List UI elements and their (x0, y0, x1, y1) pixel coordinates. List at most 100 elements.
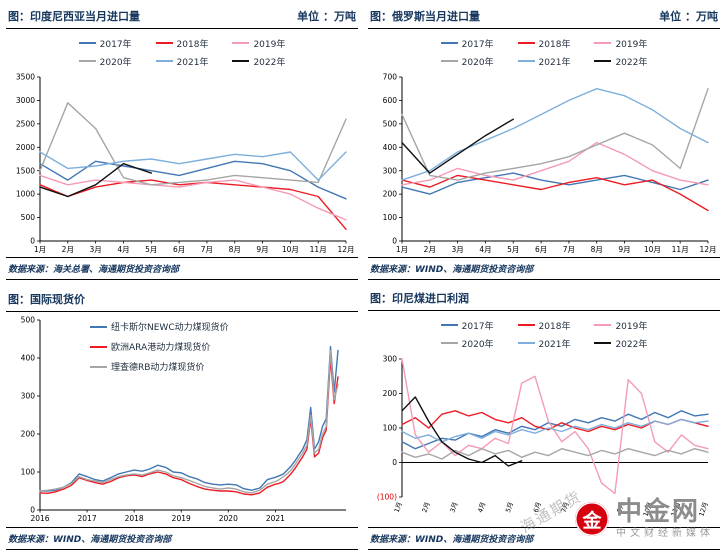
legend-line-swatch (232, 60, 250, 62)
chart-legend: 2017年 2018年 2019年 2020年 2021年 2022年 (419, 311, 669, 351)
y-tick-label: 300 (383, 166, 398, 175)
y-tick-label: 400 (21, 354, 36, 363)
y-tick-label: 200 (383, 389, 398, 398)
legend-label: 2021年 (538, 57, 571, 68)
panel-russia-imports: 图：俄罗斯当月进口量 单位 ：万吨 2017年 2018年 2019年 2020年 20… (368, 4, 720, 280)
legend-item: 纽卡斯尔NEWC动力煤现货价 (90, 320, 229, 333)
legend-label: 理查德RB动力煤现货价 (111, 363, 205, 373)
line-chart: 0 100 200 300 400 500 600 700 1月 2月 3月 4月 5月 6月 7月 8月 9月… (383, 73, 717, 254)
x-tick-label: 2019 (172, 514, 191, 523)
legend-item: 2018年 (155, 37, 208, 50)
y-tick-label: (100) (377, 493, 397, 502)
x-tick-label: 11月 (310, 245, 327, 254)
x-tick-label: 6月 (173, 245, 185, 254)
chart-title: 图：国际现货价 (8, 293, 85, 306)
series-line (401, 172, 709, 195)
series-line (401, 410, 709, 450)
chart-legend: 2017年 2018年 2019年 2020年 2021年 2022年 (57, 29, 307, 69)
legend-label: 2022年 (615, 339, 648, 350)
legend-line-swatch (78, 60, 96, 62)
series-line (401, 118, 515, 174)
chart-area: 0 100 200 300 400 500 600 700 1月 2月 3月 4月 5月 6月 7月 8月 9月… (368, 69, 720, 257)
legend-label: 2020年 (461, 339, 494, 350)
chart-area: (100)01002003001月2月3月4月5月6月7月8月9月10月11月1… (368, 351, 720, 527)
chart-legend: 纽卡斯尔NEWC动力煤现货价欧洲ARA港动力煤现货价 理查德RB动力煤现货价 (90, 320, 229, 373)
watermark-tagline: 中文财经新媒体 (616, 527, 714, 539)
chart-title: 图：印度尼西亚当月进口量 (8, 10, 140, 23)
watermark-brand: 中金网 (616, 497, 701, 528)
legend-label: 2022年 (615, 57, 648, 68)
legend-line-swatch (90, 325, 107, 328)
x-tick-label: 4月 (479, 245, 491, 254)
legend-line-swatch (90, 345, 107, 348)
legend-label: 2020年 (461, 57, 494, 68)
line-chart: 0 500 1000 1500 2000 2500 3000 3500 1月 2月 3月 4月 5月 6月… (16, 73, 355, 254)
series-line (39, 160, 347, 200)
legend-label: 2020年 (99, 57, 132, 68)
y-tick-label: 500 (383, 119, 398, 128)
data-source: 数据来源：海关总署、海通期货投资咨询部 (6, 257, 358, 280)
y-tick-label: 2000 (16, 143, 35, 152)
x-tick-label: 2016 (30, 514, 49, 523)
legend-line-swatch (440, 342, 458, 344)
series-line (401, 447, 709, 460)
x-tick-label: 7月 (201, 245, 213, 254)
legend-line-swatch (517, 42, 535, 44)
y-tick-label: 500 (21, 213, 36, 222)
series-line (39, 357, 339, 496)
chart-unit: 单位 ：万吨 (659, 10, 718, 23)
y-tick-label: 1500 (16, 166, 35, 175)
y-tick-label: 100 (21, 468, 36, 477)
y-tick-label: 200 (383, 190, 398, 199)
series-line (401, 396, 523, 467)
legend-label: 纽卡斯尔NEWC动力煤现货价 (111, 323, 229, 333)
legend-line-swatch (78, 42, 96, 44)
panel-indonesia-imports: 图：印度尼西亚当月进口量 单位 ：万吨 2017年 2018年 2019年 2020年… (6, 4, 358, 280)
legend-item: 2020年 (440, 55, 494, 68)
legend-label: 2019年 (615, 39, 648, 50)
x-tick-label: 6月 (535, 245, 547, 254)
legend-item: 2018年 (517, 319, 570, 332)
y-tick-label: 500 (21, 316, 36, 325)
x-tick-label: 2月 (62, 245, 74, 254)
x-tick-label: 2021 (266, 514, 285, 523)
chart-unit: 单位 ：万吨 (297, 10, 356, 23)
legend-item: 2022年 (594, 337, 647, 350)
y-tick-label: 300 (21, 392, 36, 401)
legend-line-swatch (594, 60, 612, 62)
legend-line-swatch (594, 42, 612, 44)
x-tick-label: 5月 (145, 245, 157, 254)
x-tick-label: 2018 (125, 514, 144, 523)
legend-item: 2019年 (594, 37, 647, 50)
legend-line-swatch (440, 60, 458, 62)
legend-item: 欧洲ARA港动力煤现货价 (90, 340, 229, 353)
x-tick-label: 3月 (448, 501, 459, 514)
x-tick-label: 2020 (219, 514, 238, 523)
panel-header: 图：国际现货价 (6, 286, 358, 312)
x-tick-label: 9月 (256, 245, 268, 254)
legend-line-swatch (155, 60, 173, 62)
y-tick-label: 400 (383, 143, 398, 152)
legend-label: 2017年 (461, 39, 494, 50)
series-line (401, 141, 709, 186)
x-tick-label: 3月 (89, 245, 101, 254)
x-tick-label: 8月 (591, 245, 603, 254)
legend-line-swatch (232, 42, 250, 44)
x-tick-label: 12月 (337, 245, 354, 254)
legend-line-swatch (517, 342, 535, 344)
y-tick-label: 3500 (16, 73, 35, 82)
legend-line-swatch (155, 42, 173, 44)
line-chart: 0 100 200 300 400 500 2016 2017 2018 2019 2020 2021 (21, 316, 346, 523)
y-tick-label: 100 (383, 424, 398, 433)
legend-label: 2022年 (253, 57, 286, 68)
cngold-logo-icon: 金 (575, 502, 609, 537)
chart-legend: 2017年 2018年 2019年 2020年 2021年 2022年 (419, 29, 669, 69)
legend-label: 2018年 (538, 39, 571, 50)
y-tick-label: 700 (383, 73, 398, 82)
y-tick-label: 3000 (16, 96, 35, 105)
legend-item: 2017年 (440, 37, 494, 50)
chart-area: 0 500 1000 1500 2000 2500 3000 3500 1月 2月 3月 4月 5月 6月… (6, 69, 358, 257)
series-line (401, 418, 709, 443)
y-tick-label: 300 (383, 355, 398, 364)
